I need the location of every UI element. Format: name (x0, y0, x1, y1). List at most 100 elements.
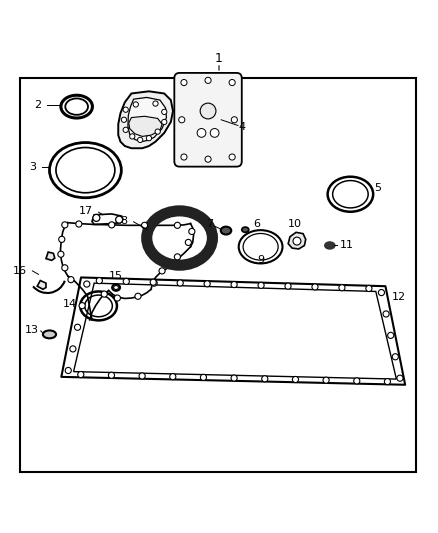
Circle shape (378, 289, 385, 296)
Circle shape (116, 216, 123, 223)
Text: 3: 3 (29, 161, 36, 172)
Circle shape (146, 135, 152, 141)
Circle shape (174, 222, 180, 229)
Text: 13: 13 (25, 325, 39, 335)
Circle shape (153, 101, 158, 106)
Circle shape (74, 324, 81, 330)
Circle shape (121, 117, 127, 123)
Circle shape (181, 154, 187, 160)
Circle shape (135, 293, 141, 300)
Circle shape (59, 236, 65, 243)
Circle shape (205, 77, 211, 84)
Circle shape (185, 239, 191, 246)
Circle shape (70, 346, 76, 352)
Circle shape (258, 282, 264, 288)
Circle shape (123, 127, 128, 133)
Circle shape (200, 374, 206, 381)
Ellipse shape (325, 243, 334, 248)
Polygon shape (46, 252, 55, 260)
Circle shape (150, 279, 156, 285)
Circle shape (339, 285, 345, 291)
Text: 6: 6 (253, 220, 260, 229)
Circle shape (58, 251, 64, 257)
Circle shape (200, 103, 216, 119)
Circle shape (231, 375, 237, 381)
FancyBboxPatch shape (174, 73, 242, 167)
Circle shape (108, 372, 114, 378)
Circle shape (197, 128, 206, 138)
Circle shape (397, 375, 403, 381)
Text: 9: 9 (257, 255, 264, 265)
Circle shape (123, 107, 128, 112)
Polygon shape (37, 280, 46, 289)
Circle shape (385, 378, 391, 385)
Circle shape (205, 156, 211, 162)
Circle shape (162, 109, 167, 115)
Ellipse shape (242, 227, 249, 232)
Circle shape (155, 129, 160, 134)
Circle shape (229, 79, 235, 86)
Circle shape (262, 376, 268, 382)
Circle shape (285, 283, 291, 289)
Circle shape (130, 134, 135, 139)
Polygon shape (129, 116, 162, 136)
Circle shape (141, 222, 148, 229)
Circle shape (139, 373, 145, 379)
Circle shape (101, 291, 107, 297)
Ellipse shape (221, 227, 231, 235)
Circle shape (114, 295, 120, 301)
Circle shape (204, 281, 210, 287)
Circle shape (293, 237, 301, 245)
Circle shape (84, 281, 90, 287)
Polygon shape (128, 98, 166, 142)
Text: 8: 8 (120, 215, 127, 225)
Circle shape (68, 277, 74, 282)
Text: 5: 5 (374, 183, 381, 192)
Text: 16: 16 (13, 266, 27, 276)
Text: 15: 15 (109, 271, 123, 280)
Text: 1: 1 (215, 52, 223, 65)
Circle shape (170, 374, 176, 379)
Text: 2: 2 (35, 100, 42, 110)
Circle shape (133, 102, 138, 107)
Circle shape (179, 117, 185, 123)
Circle shape (62, 222, 68, 228)
Circle shape (96, 278, 102, 284)
Circle shape (174, 254, 180, 260)
Circle shape (210, 128, 219, 138)
Circle shape (323, 377, 329, 383)
Circle shape (93, 214, 100, 221)
Circle shape (123, 278, 129, 285)
Text: 10: 10 (287, 219, 301, 229)
Circle shape (383, 311, 389, 317)
Circle shape (109, 222, 115, 228)
Circle shape (159, 268, 165, 274)
Text: 4: 4 (239, 122, 246, 132)
Circle shape (76, 221, 82, 227)
Circle shape (231, 281, 237, 288)
Text: 12: 12 (392, 292, 406, 302)
Polygon shape (288, 232, 306, 249)
Circle shape (62, 265, 68, 271)
Circle shape (293, 376, 299, 383)
Circle shape (229, 154, 235, 160)
Circle shape (392, 354, 399, 360)
Circle shape (65, 367, 71, 374)
Circle shape (79, 303, 85, 309)
Text: 7: 7 (206, 220, 213, 229)
Circle shape (189, 229, 195, 235)
Ellipse shape (43, 330, 56, 338)
Polygon shape (118, 91, 173, 148)
Circle shape (78, 372, 84, 377)
Circle shape (138, 138, 143, 142)
Circle shape (388, 332, 394, 338)
Text: 14: 14 (63, 298, 77, 309)
Circle shape (231, 117, 237, 123)
Circle shape (162, 119, 167, 125)
Circle shape (354, 378, 360, 384)
Circle shape (181, 79, 187, 86)
Circle shape (366, 286, 372, 292)
Circle shape (177, 280, 183, 286)
Text: 17: 17 (79, 206, 93, 216)
Text: 11: 11 (340, 240, 354, 251)
